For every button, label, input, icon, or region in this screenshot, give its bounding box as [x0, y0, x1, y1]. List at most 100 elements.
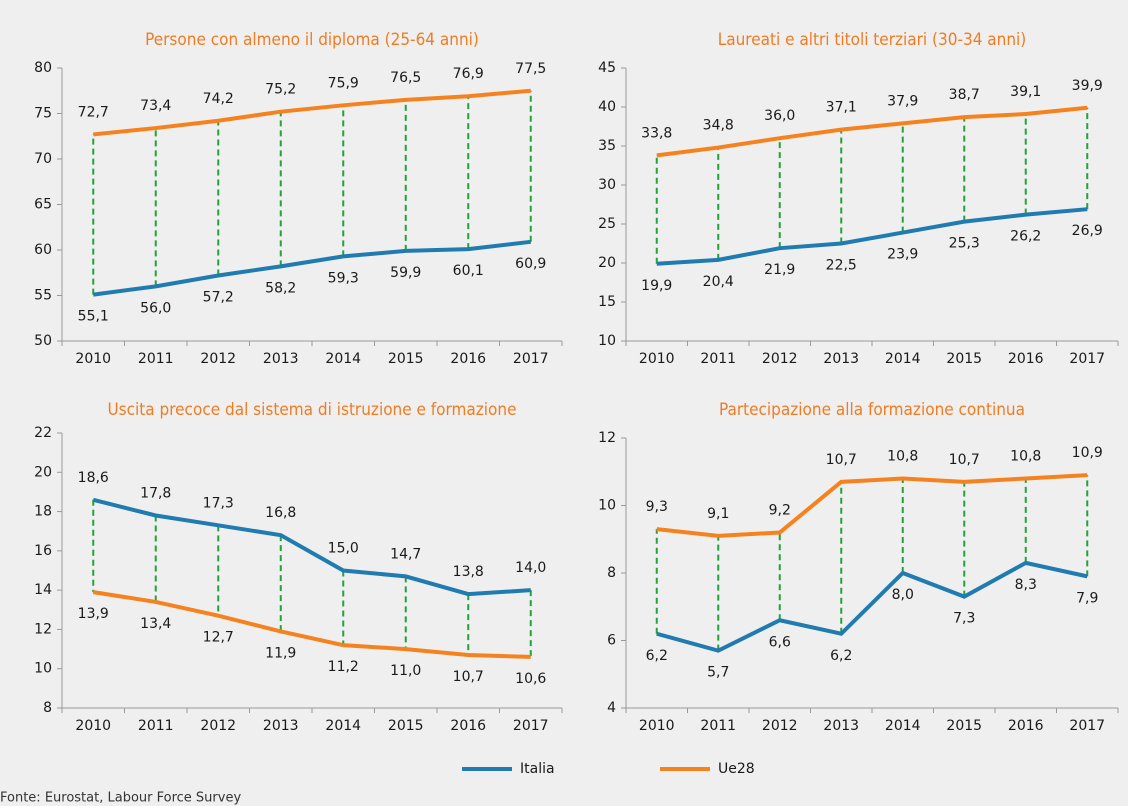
x-tick-label: 2013 [823, 718, 859, 734]
y-tick-label: 22 [34, 425, 52, 441]
data-label: 26,2 [1010, 229, 1041, 245]
data-label: 9,1 [707, 506, 729, 522]
data-label: 20,4 [703, 274, 734, 290]
data-label: 5,7 [707, 665, 729, 681]
data-label: 26,9 [1072, 223, 1103, 239]
x-tick-label: 2010 [75, 351, 111, 367]
y-tick-label: 45 [598, 60, 616, 76]
data-label: 18,6 [78, 470, 109, 486]
x-tick-label: 2015 [388, 351, 424, 367]
data-label: 19,9 [641, 278, 672, 294]
data-label: 60,9 [515, 256, 546, 272]
data-label: 14,0 [515, 560, 546, 576]
data-label: 13,8 [453, 564, 484, 580]
x-tick-label: 2016 [1008, 351, 1044, 367]
data-label: 13,9 [78, 606, 109, 622]
data-label: 10,7 [453, 669, 484, 685]
data-label: 37,9 [887, 93, 918, 109]
chart-title: Laureati e altri titoli terziari (30-34 … [718, 30, 1027, 50]
y-tick-label: 25 [598, 216, 616, 232]
y-tick-label: 10 [598, 333, 616, 349]
y-tick-label: 16 [34, 543, 52, 559]
x-tick-label: 2017 [513, 718, 549, 734]
y-tick-label: 4 [607, 700, 616, 716]
x-tick-label: 2015 [946, 718, 982, 734]
x-tick-label: 2012 [200, 718, 236, 734]
x-tick-label: 2016 [450, 718, 486, 734]
data-label: 10,7 [949, 452, 980, 468]
data-label: 77,5 [515, 61, 546, 77]
x-tick-label: 2017 [513, 351, 549, 367]
data-label: 9,3 [646, 499, 668, 515]
data-label: 75,9 [328, 75, 359, 91]
data-label: 13,4 [140, 616, 171, 632]
data-label: 73,4 [140, 98, 171, 114]
x-tick-label: 2013 [263, 351, 299, 367]
data-label: 16,8 [265, 505, 296, 521]
data-label: 6,6 [769, 634, 791, 650]
data-label: 36,0 [764, 108, 795, 124]
data-label: 6,2 [830, 648, 852, 664]
y-tick-label: 20 [598, 255, 616, 271]
line-ue28 [92, 590, 531, 659]
data-label: 55,1 [78, 309, 109, 325]
data-label: 10,9 [1072, 445, 1103, 461]
y-tick-label: 55 [34, 288, 52, 304]
chart-title: Partecipazione alla formazione continua [719, 400, 1025, 420]
y-tick-label: 40 [598, 99, 616, 115]
line-italia [656, 560, 1088, 653]
data-label: 60,1 [453, 263, 484, 279]
y-tick-label: 10 [598, 498, 616, 514]
data-label: 39,9 [1072, 78, 1103, 94]
x-tick-label: 2010 [639, 351, 675, 367]
y-tick-label: 35 [598, 138, 616, 154]
data-label: 74,2 [203, 91, 234, 107]
x-tick-label: 2017 [1069, 351, 1105, 367]
y-tick-label: 12 [598, 430, 616, 446]
data-label: 23,9 [887, 247, 918, 263]
line-italia [92, 239, 531, 297]
y-tick-label: 15 [598, 294, 616, 310]
line-italia [656, 207, 1088, 266]
data-label: 11,2 [328, 659, 359, 675]
y-tick-label: 30 [598, 177, 616, 193]
y-tick-label: 10 [34, 661, 52, 677]
y-tick-label: 8 [43, 700, 52, 716]
x-tick-label: 2016 [450, 351, 486, 367]
data-label: 10,7 [826, 452, 857, 468]
x-tick-label: 2012 [762, 351, 798, 367]
x-tick-label: 2010 [639, 718, 675, 734]
data-label: 7,9 [1076, 590, 1098, 606]
data-label: 7,3 [953, 611, 975, 627]
data-label: 37,1 [826, 100, 857, 116]
data-label: 17,8 [140, 486, 171, 502]
x-tick-label: 2011 [700, 718, 736, 734]
chart-title: Persone con almeno il diploma (25-64 ann… [145, 30, 479, 50]
line-ue28 [93, 88, 531, 137]
x-tick-label: 2012 [200, 351, 236, 367]
x-tick-label: 2013 [263, 718, 299, 734]
x-tick-label: 2014 [325, 351, 361, 367]
x-tick-label: 2015 [388, 718, 424, 734]
data-label: 75,2 [265, 82, 296, 98]
data-label: 33,8 [641, 125, 672, 141]
data-label: 14,7 [390, 546, 421, 562]
data-label: 11,0 [390, 663, 421, 679]
data-label: 22,5 [826, 258, 857, 274]
y-tick-label: 8 [607, 565, 616, 581]
y-tick-label: 75 [34, 106, 52, 122]
data-label: 21,9 [764, 262, 795, 278]
legend-label: Italia [520, 761, 555, 777]
data-label: 76,9 [453, 66, 484, 82]
x-tick-label: 2014 [885, 718, 921, 734]
data-label: 57,2 [203, 289, 234, 305]
x-tick-label: 2015 [946, 351, 982, 367]
data-label: 10,8 [887, 449, 918, 465]
data-label: 17,3 [203, 495, 234, 511]
x-tick-label: 2013 [823, 351, 859, 367]
x-tick-label: 2011 [138, 718, 174, 734]
data-label: 38,7 [949, 87, 980, 103]
data-label: 59,3 [328, 270, 359, 286]
x-tick-label: 2012 [762, 718, 798, 734]
